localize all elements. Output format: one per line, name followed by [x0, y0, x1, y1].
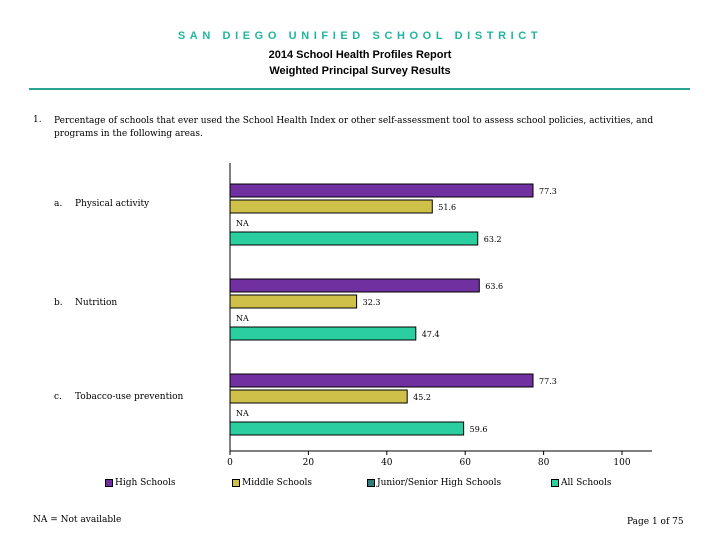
legend-swatch-high-schools: [105, 479, 113, 487]
bar-high-schools-1: [229, 278, 480, 293]
question-number: 1.: [33, 115, 42, 125]
bar-high-schools-0: [229, 183, 534, 198]
data-label-middle-schools-1: 32.3: [363, 298, 381, 307]
data-label-high-schools-2: 77.3: [539, 377, 557, 386]
district-name: SAN DIEGO UNIFIED SCHOOL DISTRICT: [177, 30, 543, 42]
x-tick-label-100: 100: [613, 458, 630, 468]
category-label-physical-activity: Physical activity: [75, 199, 150, 209]
legend-swatch-junior-senior-high-schools: [367, 479, 375, 487]
legend-label-middle-schools: Middle Schools: [242, 478, 313, 488]
x-tick-label-20: 20: [303, 458, 315, 468]
legend-item-junior-senior-high-schools: Junior/Senior High Schools: [367, 478, 501, 488]
report-title: 2014 School Health Profiles Report: [268, 49, 452, 61]
legend-label-all-schools: All Schools: [561, 478, 612, 488]
data-label-middle-schools-2: 45.2: [413, 393, 431, 402]
footnote-na: NA = Not available: [33, 515, 122, 525]
question-text: Percentage of schools that ever used the…: [54, 116, 654, 139]
na-label-junior-senior-high-schools-0: NA: [236, 219, 249, 228]
na-label-junior-senior-high-schools-2: NA: [236, 409, 249, 418]
legend-label-junior-senior-high-schools: Junior/Senior High Schools: [377, 478, 502, 488]
bar-middle-schools-2: [229, 389, 408, 404]
bar-middle-schools-1: [229, 294, 358, 309]
category-letter-b: b.: [54, 298, 63, 308]
category-label-tobacco-use-prevention: Tobacco-use prevention: [75, 392, 184, 402]
x-tick-label-80: 80: [538, 458, 550, 468]
x-tick-label-60: 60: [459, 458, 471, 468]
legend-label-high-schools: High Schools: [115, 478, 176, 488]
category-label-nutrition: Nutrition: [75, 298, 118, 308]
bar-high-schools-2: [229, 373, 534, 388]
header-divider: [29, 88, 690, 90]
legend-item-all-schools: All Schools: [551, 478, 611, 488]
na-label-junior-senior-high-schools-1: NA: [236, 314, 249, 323]
data-label-high-schools-1: 63.6: [485, 282, 503, 291]
data-label-all-schools-0: 63.2: [484, 235, 502, 244]
legend-item-middle-schools: Middle Schools: [232, 478, 312, 488]
category-letter-a: a.: [54, 199, 63, 209]
x-tick-label-40: 40: [381, 458, 393, 468]
legend-item-high-schools: High Schools: [105, 478, 175, 488]
bar-all-schools-1: [229, 326, 417, 341]
category-letter-c: c.: [54, 392, 62, 402]
page-number: Page 1 of 75: [627, 517, 684, 527]
bar-all-schools-2: [229, 421, 465, 436]
data-label-all-schools-1: 47.4: [422, 330, 440, 339]
data-label-all-schools-2: 59.6: [470, 425, 488, 434]
bar-all-schools-0: [229, 231, 479, 246]
x-tick-label-0: 0: [227, 458, 233, 468]
legend-swatch-all-schools: [551, 479, 559, 487]
data-label-high-schools-0: 77.3: [539, 187, 557, 196]
legend-swatch-middle-schools: [232, 479, 240, 487]
data-label-middle-schools-0: 51.6: [438, 203, 456, 212]
report-subtitle: Weighted Principal Survey Results: [269, 65, 451, 77]
bar-middle-schools-0: [229, 199, 433, 214]
